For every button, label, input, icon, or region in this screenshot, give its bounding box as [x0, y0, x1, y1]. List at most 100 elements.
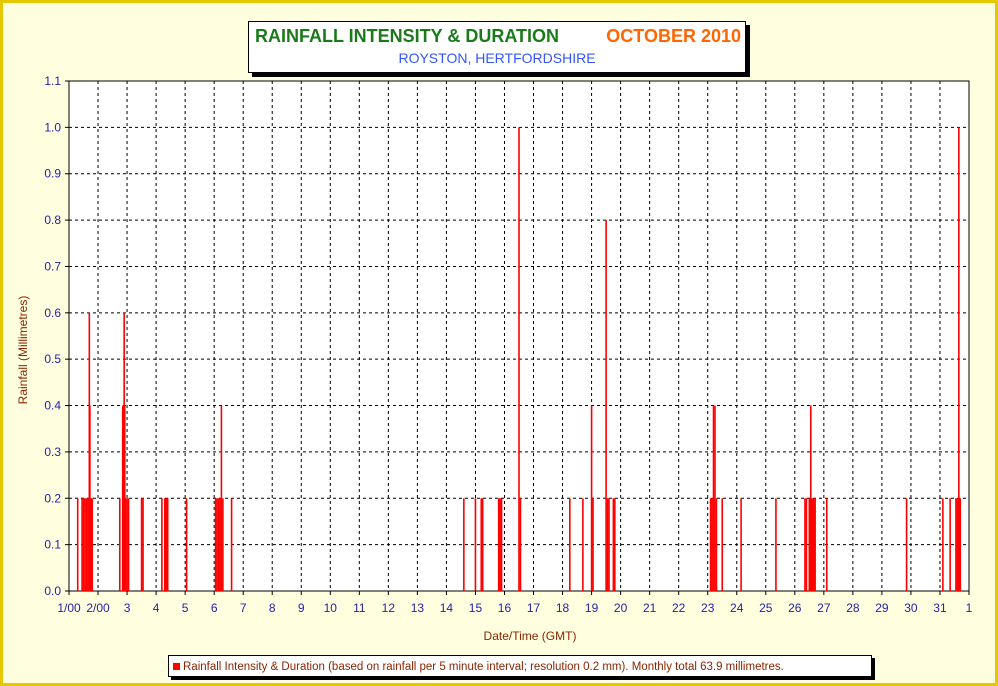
rain-bar — [91, 498, 94, 591]
x-tick-label: 6 — [211, 601, 218, 615]
x-tick-label: 18 — [556, 601, 570, 615]
x-tick-label: 27 — [817, 601, 831, 615]
rain-bar — [474, 498, 477, 591]
rain-bar — [814, 498, 816, 591]
x-tick-label: 23 — [701, 601, 715, 615]
rain-bar — [89, 498, 92, 591]
rain-bar — [608, 498, 610, 591]
x-tick-label: 10 — [324, 601, 338, 615]
rain-bar — [119, 498, 121, 591]
x-tick-label: 11 — [353, 601, 366, 615]
rain-bar — [518, 127, 520, 591]
rain-bar — [809, 405, 812, 591]
rain-bar — [714, 405, 716, 591]
bars — [76, 127, 962, 591]
y-tick-label: 0.0 — [44, 584, 61, 598]
x-tick-label: 22 — [672, 601, 686, 615]
y-tick-label: 0.6 — [44, 306, 61, 320]
rain-bar — [216, 498, 218, 591]
y-tick-label: 0.2 — [44, 491, 61, 505]
y-tick-label: 0.1 — [44, 538, 61, 552]
rain-bar — [905, 498, 908, 591]
x-tick-label: 19 — [585, 601, 599, 615]
rain-bar — [812, 498, 815, 591]
rain-bar — [161, 498, 163, 591]
x-tick-label: 24 — [730, 601, 744, 615]
rain-bar — [825, 498, 828, 591]
x-tick-label: 12 — [382, 601, 396, 615]
title-box: RAINFALL INTENSITY & DURATION OCTOBER 20… — [248, 21, 746, 73]
chart-title: RAINFALL INTENSITY & DURATION — [255, 26, 560, 46]
x-tick-label: 29 — [875, 601, 889, 615]
rain-bar — [123, 405, 126, 591]
x-tick-label: 17 — [527, 601, 541, 615]
x-tick-label: 26 — [788, 601, 802, 615]
x-tick-label: 2/00 — [86, 601, 110, 615]
rain-bar — [712, 405, 715, 591]
rain-bar — [164, 498, 166, 591]
rain-bar — [481, 498, 484, 591]
rain-bar — [808, 498, 811, 591]
rain-bar — [124, 498, 127, 591]
rain-bar — [142, 498, 144, 591]
x-tick-label: 1 — [966, 601, 973, 615]
rain-bar — [612, 498, 615, 591]
y-tick-label: 1.1 — [44, 74, 61, 88]
x-tick-label: 7 — [240, 601, 247, 615]
x-tick-label: 14 — [440, 601, 454, 615]
y-tick-label: 0.5 — [44, 352, 61, 366]
rain-bar — [165, 498, 168, 591]
rain-bar — [81, 498, 83, 591]
rain-bar — [958, 127, 960, 591]
rain-bar — [804, 498, 806, 591]
rain-bar — [480, 498, 483, 591]
rain-bar — [715, 498, 718, 591]
rain-bar — [87, 498, 89, 591]
y-tick-label: 0.9 — [44, 167, 61, 181]
rain-bar — [230, 498, 233, 591]
x-tick-label: 21 — [643, 601, 657, 615]
rain-bar — [519, 498, 522, 591]
x-tick-label: 13 — [411, 601, 425, 615]
chart-period: OCTOBER 2010 — [606, 26, 741, 46]
y-tick-label: 1.0 — [44, 120, 61, 134]
rain-bar — [220, 405, 223, 591]
rain-bar — [740, 498, 742, 591]
rain-bar — [126, 498, 128, 591]
rain-bar — [805, 498, 808, 591]
rain-bar — [217, 498, 220, 591]
rain-bar — [956, 498, 959, 591]
rain-bar — [89, 405, 91, 591]
x-tick-label: 25 — [759, 601, 773, 615]
y-tick-label: 0.8 — [44, 213, 61, 227]
rain-bar — [569, 498, 571, 591]
y-tick-label: 0.7 — [44, 259, 61, 273]
rain-bar — [82, 498, 85, 591]
rain-bar — [811, 498, 814, 591]
rain-bar — [590, 405, 593, 591]
rain-bar — [949, 498, 951, 591]
rain-bar — [942, 498, 944, 591]
rain-bar — [959, 498, 962, 591]
rain-bar — [497, 498, 500, 591]
rain-bar — [955, 498, 957, 591]
x-tick-label: 1/00 — [57, 601, 81, 615]
x-tick-label: 30 — [904, 601, 918, 615]
x-tick-label: 16 — [498, 601, 512, 615]
rain-bar — [85, 498, 88, 591]
legend: Rainfall Intensity & Duration (based on … — [168, 655, 872, 677]
legend-text: Rainfall Intensity & Duration (based on … — [183, 661, 784, 673]
rain-bar — [121, 405, 124, 591]
rain-bar — [127, 498, 130, 591]
legend-swatch — [173, 663, 180, 670]
rain-bar — [721, 498, 724, 591]
y-axis-label: Rainfall (Millimetres) — [16, 296, 30, 405]
rain-bar — [166, 498, 169, 591]
x-tick-label: 3 — [124, 601, 131, 615]
x-axis-label: Date/Time (GMT) — [484, 629, 577, 643]
rain-bar — [605, 220, 607, 591]
rain-bar — [614, 498, 616, 591]
x-tick-label: 15 — [469, 601, 483, 615]
rain-bar — [222, 498, 224, 591]
